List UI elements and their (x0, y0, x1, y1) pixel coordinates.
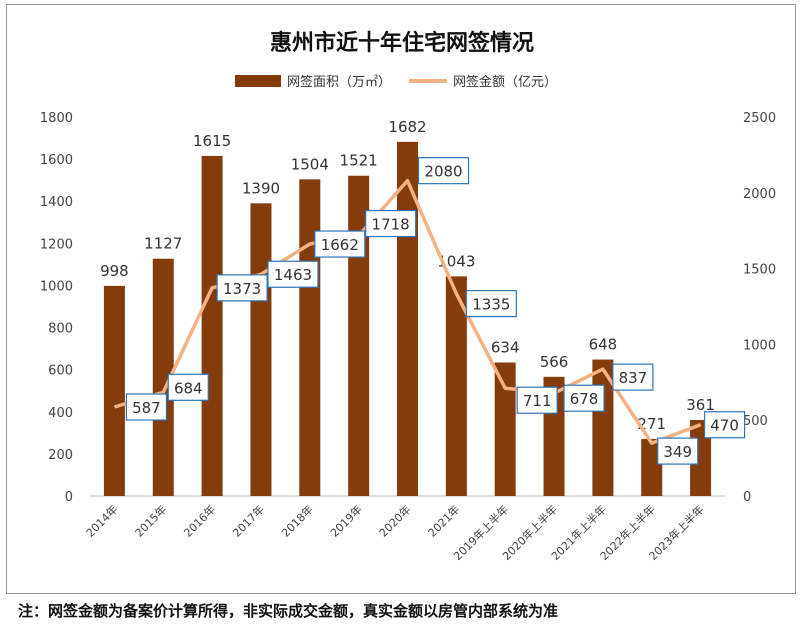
line-value-label: 587 (132, 399, 161, 417)
line-value-label: 837 (619, 369, 648, 387)
line-series (113, 178, 702, 445)
left-axis-tick: 200 (48, 448, 73, 463)
left-axis-tick: 800 (48, 322, 73, 337)
left-axis-ticks: 0 200 400 600 800 1000 1200 1400 1600 1800 (40, 111, 73, 505)
legend: 网签面积（万㎡） 网签金额（亿元） (235, 74, 557, 90)
x-axis-label: 2018年 (278, 502, 315, 539)
right-axis-tick: 0 (743, 490, 751, 505)
bar-series (103, 141, 712, 497)
bar-value-label: 271 (637, 415, 666, 433)
left-axis-tick: 1400 (40, 195, 73, 210)
bar (103, 285, 125, 496)
bar (445, 276, 467, 496)
line-value-label: 711 (523, 392, 552, 410)
x-axis-label: 2019年 (327, 502, 364, 539)
line-value-label: 349 (663, 443, 692, 461)
line-value-label-box (167, 373, 209, 401)
bar-value-label: 1390 (242, 179, 280, 197)
x-axis-labels: 2014年 2015年 2016年 2017年 2018年 2019年 2020年 2021年… (83, 502, 707, 563)
line-value-label: 1335 (472, 296, 510, 314)
bar-value-label: 566 (540, 353, 569, 371)
left-axis-tick: 1000 (40, 279, 73, 294)
legend-swatch-bar (235, 75, 281, 87)
chart-title: 惠州市近十年住宅网签情况 (270, 30, 534, 56)
x-axis-label: 2021年 (425, 502, 462, 539)
line-value-label-box (267, 260, 319, 288)
bar-value-label: 1127 (144, 235, 182, 253)
right-axis-tick: 500 (743, 414, 768, 429)
line-path (113, 178, 702, 445)
bar (152, 258, 174, 496)
line-value-label-box (516, 386, 558, 414)
bar-value-label: 998 (100, 262, 129, 280)
line-value-label: 1662 (321, 236, 359, 254)
x-axis-label: 2014年 (83, 502, 120, 539)
left-axis-tick: 1200 (40, 237, 73, 252)
bar-value-label: 1043 (437, 252, 475, 270)
right-axis-tick: 1000 (743, 338, 776, 353)
chart-frame: 惠州市近十年住宅网签情况 网签面积（万㎡） 网签金额（亿元） 0 200 400 60… (6, 4, 796, 594)
line-value-labels: 587 684 1373 1463 1662 1718 2080 1335 711 678 837 3… (125, 157, 746, 465)
bar (494, 362, 516, 496)
line-value-label-box (703, 411, 746, 439)
bar (299, 179, 321, 496)
legend-label-amount: 网签金额（亿元） (453, 74, 557, 90)
line-value-label-box (314, 230, 366, 258)
combo-chart: 惠州市近十年住宅网签情况 网签面积（万㎡） 网签金额（亿元） 0 200 400 60… (40, 30, 776, 563)
right-axis-tick: 1500 (743, 263, 776, 278)
bar (641, 438, 663, 496)
left-axis-tick: 0 (65, 490, 73, 505)
line-value-label-box (563, 384, 605, 412)
line-value-label-box (216, 274, 268, 302)
line-value-label-box (417, 157, 470, 185)
x-axis-label: 2016年 (181, 502, 218, 539)
line-value-label-box (125, 393, 168, 421)
line-value-label-box (612, 363, 654, 391)
right-axis-tick: 2500 (743, 111, 776, 126)
bar (250, 203, 272, 497)
bar-value-label: 1615 (193, 132, 231, 150)
line-value-label: 1373 (223, 280, 261, 298)
bar-value-label: 1521 (340, 152, 378, 170)
left-axis-tick: 600 (48, 364, 73, 379)
bar-value-label: 1504 (291, 155, 329, 173)
right-axis-ticks: 0 500 1000 1500 2000 2500 (743, 111, 776, 505)
x-axis-label: 2017年 (230, 502, 267, 539)
line-value-label-box (657, 437, 699, 465)
line-value-label: 1718 (372, 216, 410, 234)
left-axis-tick: 400 (48, 406, 73, 421)
line-value-label-box (465, 290, 517, 318)
line-value-label: 684 (174, 379, 203, 397)
right-axis-tick: 2000 (743, 187, 776, 202)
legend-label-area: 网签面积（万㎡） (287, 74, 391, 90)
bar-value-label: 648 (589, 336, 618, 354)
footnote: 注：网签金额为备案价计算所得，非实际成交金额，真实金额以房管内部系统为准 (18, 602, 559, 620)
bar-value-label: 1682 (388, 118, 426, 136)
line-value-label-box (365, 209, 417, 238)
bar (201, 155, 223, 497)
line-value-label: 678 (570, 390, 599, 408)
x-axis-label: 2020年 (376, 502, 413, 539)
left-axis-tick: 1600 (40, 153, 73, 168)
bar-value-label: 361 (686, 396, 715, 414)
x-axis-label: 2015年 (132, 502, 169, 539)
line-value-label: 1463 (274, 266, 312, 284)
line-value-label: 2080 (424, 163, 462, 181)
left-axis-tick: 1800 (40, 111, 73, 126)
bar-value-labels: 998 1127 1615 1390 1504 1521 1682 1043 634 566 648… (100, 118, 715, 433)
line-value-label: 470 (710, 417, 739, 435)
bar-value-label: 634 (491, 339, 520, 357)
